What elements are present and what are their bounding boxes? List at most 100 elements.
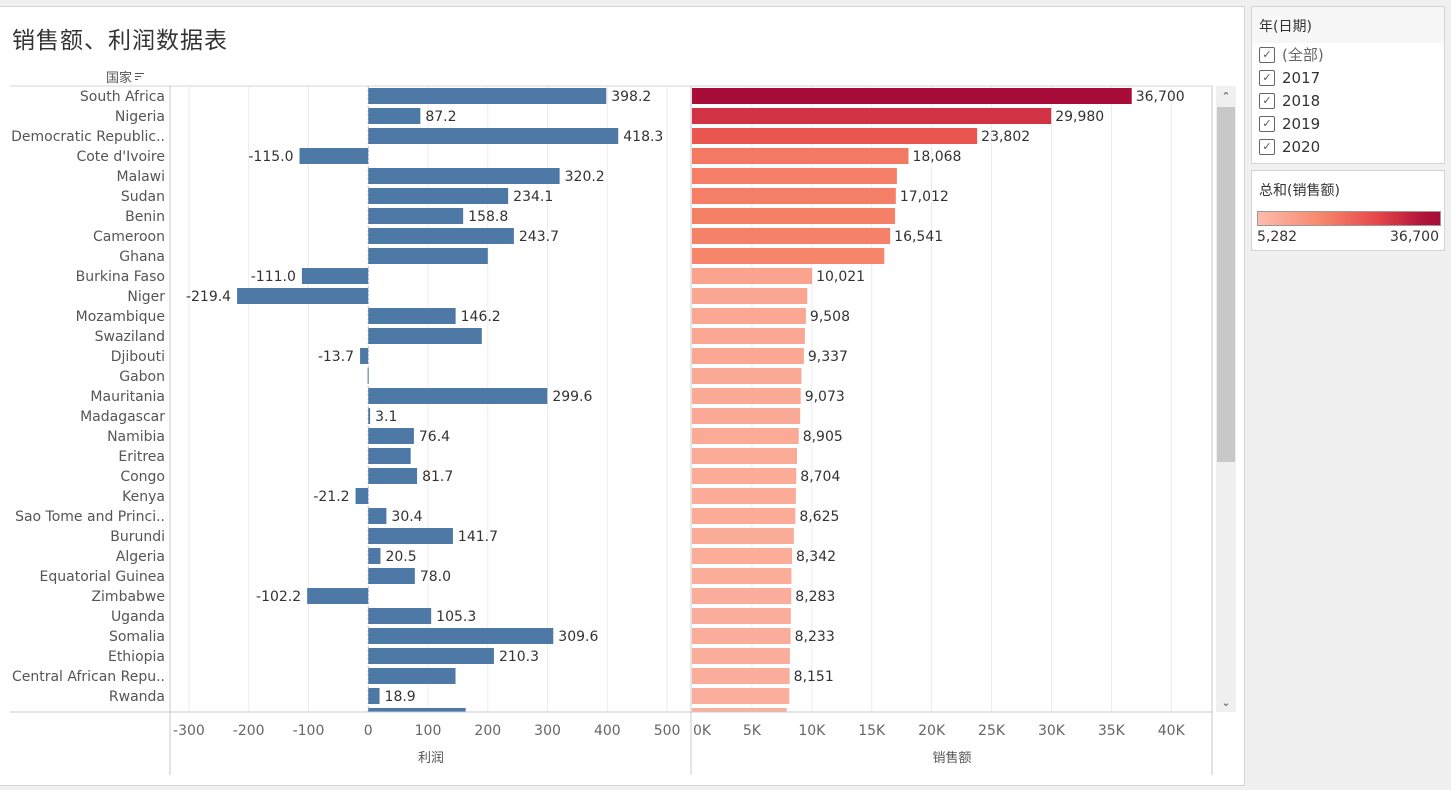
- filter-option[interactable]: ✓ 2018: [1252, 89, 1444, 112]
- filter-option-label: 2017: [1282, 68, 1321, 87]
- profit-bar: [368, 708, 466, 712]
- country-label: Mauritania: [90, 389, 165, 405]
- country-label: Democratic Republic..: [11, 129, 165, 145]
- tick-label: 0: [364, 723, 373, 739]
- sales-bar: [692, 248, 885, 264]
- country-label: Benin: [125, 209, 165, 225]
- country-label: Congo: [120, 469, 165, 485]
- sales-value-label: 8,283: [795, 589, 835, 605]
- checkbox[interactable]: ✓: [1259, 46, 1275, 63]
- tick-label: 25K: [978, 723, 1006, 739]
- profit-bar: [368, 448, 411, 464]
- checkbox[interactable]: ✓: [1259, 115, 1275, 132]
- profit-bar: [368, 388, 548, 404]
- color-gradient-bar: [1257, 211, 1441, 226]
- country-label: Somalia: [109, 629, 165, 645]
- sales-value-label: 8,151: [794, 669, 834, 685]
- profit-bar: [368, 168, 560, 184]
- profit-value-label: 76.4: [419, 429, 450, 445]
- profit-bar: [368, 308, 456, 324]
- sales-bar: [692, 628, 791, 644]
- tick-label: 200: [474, 723, 501, 739]
- column-header-country[interactable]: 国家: [106, 67, 145, 86]
- profit-bar: [299, 148, 369, 164]
- scroll-up-button[interactable]: ⌃: [1216, 86, 1236, 106]
- tick-label: 100: [415, 723, 442, 739]
- country-label: Malawi: [117, 169, 165, 185]
- sales-bar: [692, 708, 787, 712]
- scroll-thumb[interactable]: [1217, 107, 1235, 462]
- filter-option[interactable]: ✓ (全部): [1252, 43, 1444, 66]
- profit-bar: [360, 348, 369, 364]
- sales-value-label: 23,802: [981, 129, 1030, 145]
- scroll-down-button[interactable]: ⌄: [1216, 692, 1236, 712]
- profit-bar: [368, 568, 415, 584]
- sales-bar: [692, 128, 978, 144]
- sales-bar: [692, 608, 791, 624]
- sales-bar: [692, 308, 806, 324]
- country-label: Cameroon: [93, 229, 165, 245]
- vertical-scrollbar[interactable]: ⌃ ⌄: [1216, 86, 1236, 712]
- profit-value-label: 158.8: [468, 209, 508, 225]
- bars: [237, 88, 1132, 712]
- sales-value-label: 9,337: [808, 349, 848, 365]
- sales-bar: [692, 228, 891, 244]
- profit-value-label: -115.0: [248, 149, 293, 165]
- filter-option[interactable]: ✓ 2019: [1252, 112, 1444, 135]
- country-label: Djibouti: [111, 349, 165, 365]
- grid: [188, 86, 1172, 712]
- sales-bar: [692, 108, 1052, 124]
- sales-bar: [692, 348, 804, 364]
- sales-value-label: 8,905: [803, 429, 843, 445]
- tick-label: 15K: [858, 723, 886, 739]
- filter-title: 年(日期): [1252, 7, 1444, 43]
- country-label: Namibia: [107, 429, 165, 445]
- sales-bar: [692, 388, 801, 404]
- chevron-up-icon: ⌃: [1221, 89, 1231, 103]
- checkbox[interactable]: ✓: [1259, 92, 1275, 109]
- profit-bar: [355, 488, 369, 504]
- sales-bar: [692, 268, 813, 284]
- sales-bar: [692, 668, 790, 684]
- tick-label: 300: [534, 723, 561, 739]
- tick-label: -200: [233, 723, 265, 739]
- filter-option[interactable]: ✓ 2020: [1252, 135, 1444, 158]
- sales-bar: [692, 148, 909, 164]
- row-labels: South Africa 398.2 36,700 Nigeria 87.2 29,980…: [11, 89, 1185, 705]
- profit-bar: [307, 588, 369, 604]
- country-label: Eritrea: [118, 449, 165, 465]
- sales-bar: [692, 288, 808, 304]
- profit-bar: [368, 528, 453, 544]
- sales-value-label: 17,012: [900, 189, 949, 205]
- sales-bar: [692, 568, 792, 584]
- profit-value-label: 141.7: [458, 529, 498, 545]
- profit-bar: [368, 328, 482, 344]
- axes: -300 -200 -100 0 100 200 300 400 500 利润 0K 5K 10K 15K…: [10, 85, 1213, 775]
- sales-bar: [692, 528, 794, 544]
- profit-bar: [367, 368, 369, 384]
- sales-value-label: 36,700: [1136, 89, 1185, 105]
- sales-bar: [692, 548, 792, 564]
- profit-bar: [368, 688, 380, 704]
- country-label: Ethiopia: [108, 649, 165, 665]
- filter-option[interactable]: ✓ 2017: [1252, 66, 1444, 89]
- filter-option-label: 2018: [1282, 91, 1321, 110]
- sales-value-label: 8,704: [800, 469, 840, 485]
- sales-bar: [692, 168, 897, 184]
- sales-value-label: 8,342: [796, 549, 836, 565]
- checkbox[interactable]: ✓: [1259, 69, 1275, 86]
- country-label: Algeria: [116, 549, 165, 565]
- sales-bar: [692, 328, 805, 344]
- country-label: Sao Tome and Princi..: [15, 509, 165, 525]
- sales-bar: [692, 508, 796, 524]
- sales-bar: [692, 588, 792, 604]
- sort-icon[interactable]: [135, 72, 145, 81]
- axis-title: 销售额: [932, 750, 971, 766]
- profit-value-label: 418.3: [623, 129, 663, 145]
- year-filter-panel: 年(日期) ✓ (全部) ✓ 2017 ✓ 2018 ✓ 2019 ✓ 2020: [1251, 6, 1445, 164]
- color-legend-panel: 总和(销售额) 5,282 36,700: [1251, 170, 1445, 251]
- checkbox[interactable]: ✓: [1259, 138, 1275, 155]
- country-label: Ghana: [119, 249, 165, 265]
- country-label: Zimbabwe: [91, 589, 165, 605]
- profit-bar: [368, 668, 456, 684]
